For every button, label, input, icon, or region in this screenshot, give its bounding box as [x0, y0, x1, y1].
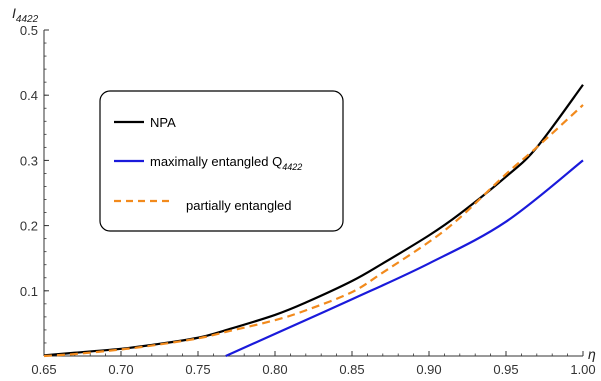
series-line-maximally-entangled — [225, 159, 584, 358]
x-tick-label: 0.95 — [493, 362, 518, 377]
x-tick-label: 1.00 — [570, 362, 595, 377]
ticks: 0.65 0.70 0.75 0.80 0.85 0.90 0.95 1.00 0.1 0.2 0.… — [20, 23, 596, 377]
x-tick-label: 0.85 — [339, 362, 364, 377]
series-line-partially-entangled — [43, 104, 584, 358]
y-axis-title-main: I — [12, 5, 16, 21]
y-tick-label: 0.2 — [20, 219, 38, 234]
y-tick-label: 0.3 — [20, 153, 38, 168]
series-lines — [43, 84, 584, 358]
y-axis-title: I4422 — [12, 5, 39, 25]
legend-label-maximally-entangled-main: maximally entangled Q — [150, 154, 282, 169]
legend-label-partially-entangled: partially entangled — [186, 198, 292, 213]
legend-label-npa: NPA — [150, 115, 176, 130]
legend-item-maximally-entangled: maximally entangled Q4422 — [114, 154, 302, 172]
legend-box — [99, 90, 344, 232]
legend-label-maximally-entangled: maximally entangled Q4422 — [150, 154, 302, 172]
y-tick-label: 0.1 — [20, 284, 38, 299]
x-tick-label: 0.65 — [31, 362, 56, 377]
y-tick-label: 0.5 — [20, 23, 38, 38]
y-axis-title-subscript: 4422 — [16, 14, 39, 25]
legend-label-maximally-entangled-subscript: 4422 — [282, 162, 302, 172]
legend-item-partially-entangled: partially entangled — [114, 198, 292, 213]
x-tick-label: 0.70 — [108, 362, 133, 377]
x-tick-label: 0.75 — [185, 362, 210, 377]
x-axis-title: η — [588, 346, 596, 362]
axes — [43, 30, 583, 357]
legend-item-npa: NPA — [114, 115, 176, 130]
series-line-npa — [43, 84, 584, 357]
legend: NPA maximally entangled Q4422 partially … — [99, 90, 344, 232]
y-tick-label: 0.4 — [20, 88, 38, 103]
x-tick-label: 0.80 — [262, 362, 287, 377]
x-tick-label: 0.90 — [416, 362, 441, 377]
